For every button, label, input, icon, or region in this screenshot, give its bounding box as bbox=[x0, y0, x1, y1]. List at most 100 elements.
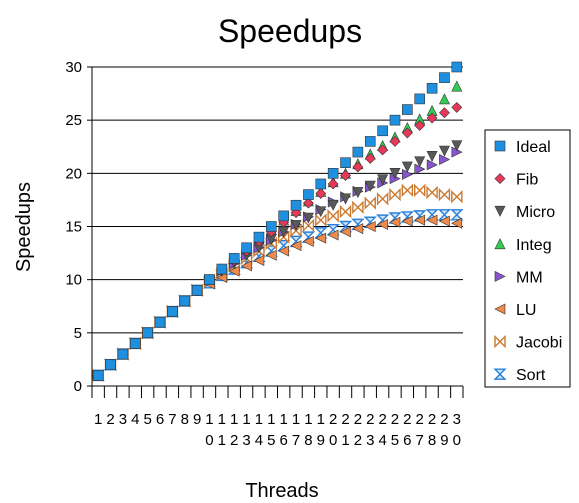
data-point bbox=[302, 235, 314, 247]
legend-label: Fib bbox=[516, 172, 538, 189]
data-point bbox=[167, 306, 178, 317]
data-point bbox=[340, 170, 351, 181]
series-fib bbox=[92, 101, 463, 381]
data-point bbox=[389, 187, 401, 202]
data-point bbox=[315, 232, 327, 244]
series-lu bbox=[92, 214, 463, 381]
data-point bbox=[364, 153, 376, 164]
x-tick-label: 2 bbox=[106, 411, 114, 428]
x-tick-label: 1 bbox=[94, 411, 102, 428]
data-point bbox=[315, 188, 327, 199]
data-point bbox=[377, 174, 389, 186]
legend-marker bbox=[494, 173, 506, 185]
data-point bbox=[352, 187, 364, 199]
legend-label: Integ bbox=[516, 237, 552, 254]
data-point bbox=[105, 359, 116, 371]
data-point bbox=[278, 210, 289, 222]
data-point bbox=[426, 159, 438, 171]
x-tick-label: 5 bbox=[143, 411, 151, 428]
data-point bbox=[315, 206, 327, 218]
data-point bbox=[401, 161, 413, 173]
data-point bbox=[414, 120, 426, 131]
legend-box bbox=[484, 129, 571, 388]
data-point bbox=[438, 93, 450, 105]
y-tick-label: 10 bbox=[65, 272, 82, 289]
legend-item-micro: Micro bbox=[494, 204, 555, 221]
data-point bbox=[265, 249, 277, 261]
data-point bbox=[303, 189, 314, 200]
x-axis-label: Threads bbox=[245, 480, 318, 502]
data-point bbox=[327, 178, 339, 190]
data-point bbox=[389, 216, 401, 228]
data-point bbox=[129, 338, 141, 349]
data-point bbox=[376, 192, 389, 206]
data-point bbox=[340, 157, 351, 168]
data-point bbox=[438, 145, 450, 157]
data-point bbox=[426, 185, 438, 200]
series-sort bbox=[91, 209, 464, 382]
data-point bbox=[302, 197, 314, 209]
data-point bbox=[216, 263, 228, 275]
data-point bbox=[315, 213, 327, 227]
legend-item-sort: Sort bbox=[493, 367, 546, 384]
data-point bbox=[451, 80, 463, 92]
y-tick-label: 25 bbox=[65, 112, 82, 129]
data-point bbox=[240, 260, 252, 272]
data-point bbox=[389, 114, 401, 126]
data-point bbox=[451, 140, 463, 152]
y-tick-label: 0 bbox=[74, 378, 82, 395]
data-point bbox=[426, 151, 438, 162]
data-point bbox=[414, 214, 426, 226]
data-point bbox=[401, 127, 413, 139]
data-point bbox=[339, 226, 351, 238]
x-tick-label: 3 bbox=[119, 411, 127, 428]
data-point bbox=[401, 215, 413, 227]
data-point bbox=[290, 199, 302, 211]
legend-label: MM bbox=[516, 269, 543, 286]
data-point bbox=[142, 327, 153, 339]
data-point bbox=[154, 316, 166, 328]
data-point bbox=[253, 231, 265, 243]
data-point bbox=[179, 295, 191, 307]
data-point bbox=[377, 125, 388, 137]
legend-label: LU bbox=[516, 302, 536, 319]
legend-marker bbox=[493, 368, 507, 380]
legend-marker bbox=[494, 334, 506, 349]
y-tick-label: 30 bbox=[65, 59, 82, 76]
data-point bbox=[327, 199, 339, 211]
data-point bbox=[228, 265, 240, 277]
data-point bbox=[364, 136, 376, 147]
legend-item-fib: Fib bbox=[494, 172, 538, 189]
y-tick-label: 20 bbox=[65, 165, 82, 182]
data-point bbox=[451, 190, 463, 204]
legend-marker bbox=[494, 205, 506, 217]
data-point bbox=[377, 144, 389, 156]
data-point bbox=[339, 204, 352, 219]
data-point bbox=[401, 183, 414, 198]
legend: Ideal Fib Micro Integ MM LU Jacobi Sort bbox=[484, 129, 571, 388]
data-point bbox=[426, 112, 438, 124]
data-point bbox=[352, 200, 364, 215]
chart-title: Speedups bbox=[218, 13, 362, 49]
data-point bbox=[315, 178, 327, 190]
data-point bbox=[327, 229, 339, 241]
data-point bbox=[204, 274, 215, 285]
data-point bbox=[364, 196, 376, 210]
x-tick-label: 9 bbox=[193, 411, 201, 428]
data-point bbox=[302, 218, 315, 233]
legend-label: Jacobi bbox=[516, 335, 562, 352]
data-point bbox=[352, 161, 364, 173]
legend-label: Sort bbox=[516, 367, 546, 384]
legend-label: Ideal bbox=[516, 139, 551, 156]
